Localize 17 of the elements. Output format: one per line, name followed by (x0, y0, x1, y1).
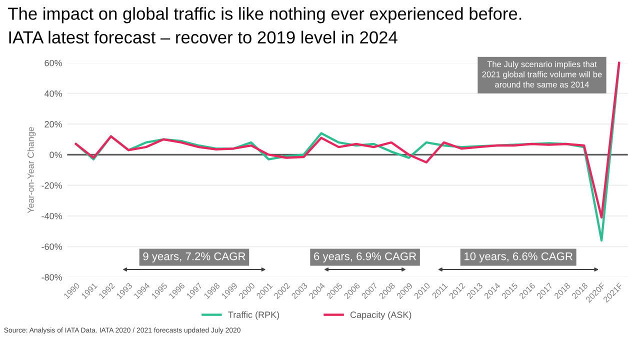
legend-label: Capacity (ASK) (350, 311, 412, 320)
annotation: The July scenario implies that 2021 global traffic volume will be around the same as 2014 (482, 61, 602, 88)
chart-subtitle: IATA latest forecast – recover to 2019 level in 2024 (9, 30, 398, 44)
y-tick-label: -80% (42, 274, 62, 281)
annotation: 6 years, 6.9% CAGR (314, 252, 416, 262)
legend-label: Traffic (RPK) (228, 311, 280, 320)
y-tick-label: 20% (44, 121, 62, 128)
chart-title: The impact on global traffic is like nothing ever experienced before. (8, 7, 522, 24)
y-tick-label: -20% (42, 182, 62, 189)
annotation: 9 years, 7.2% CAGR (143, 252, 246, 262)
annotation: 10 years, 6.6% CAGR (464, 252, 572, 262)
y-tick-label: -60% (42, 244, 62, 250)
y-tick-label: 60% (44, 60, 62, 66)
y-axis-title: Year-on-Year Change (27, 127, 36, 214)
y-tick-label: -40% (42, 212, 62, 220)
y-tick-label: 40% (44, 90, 62, 97)
y-tick-label: 0% (50, 152, 62, 158)
